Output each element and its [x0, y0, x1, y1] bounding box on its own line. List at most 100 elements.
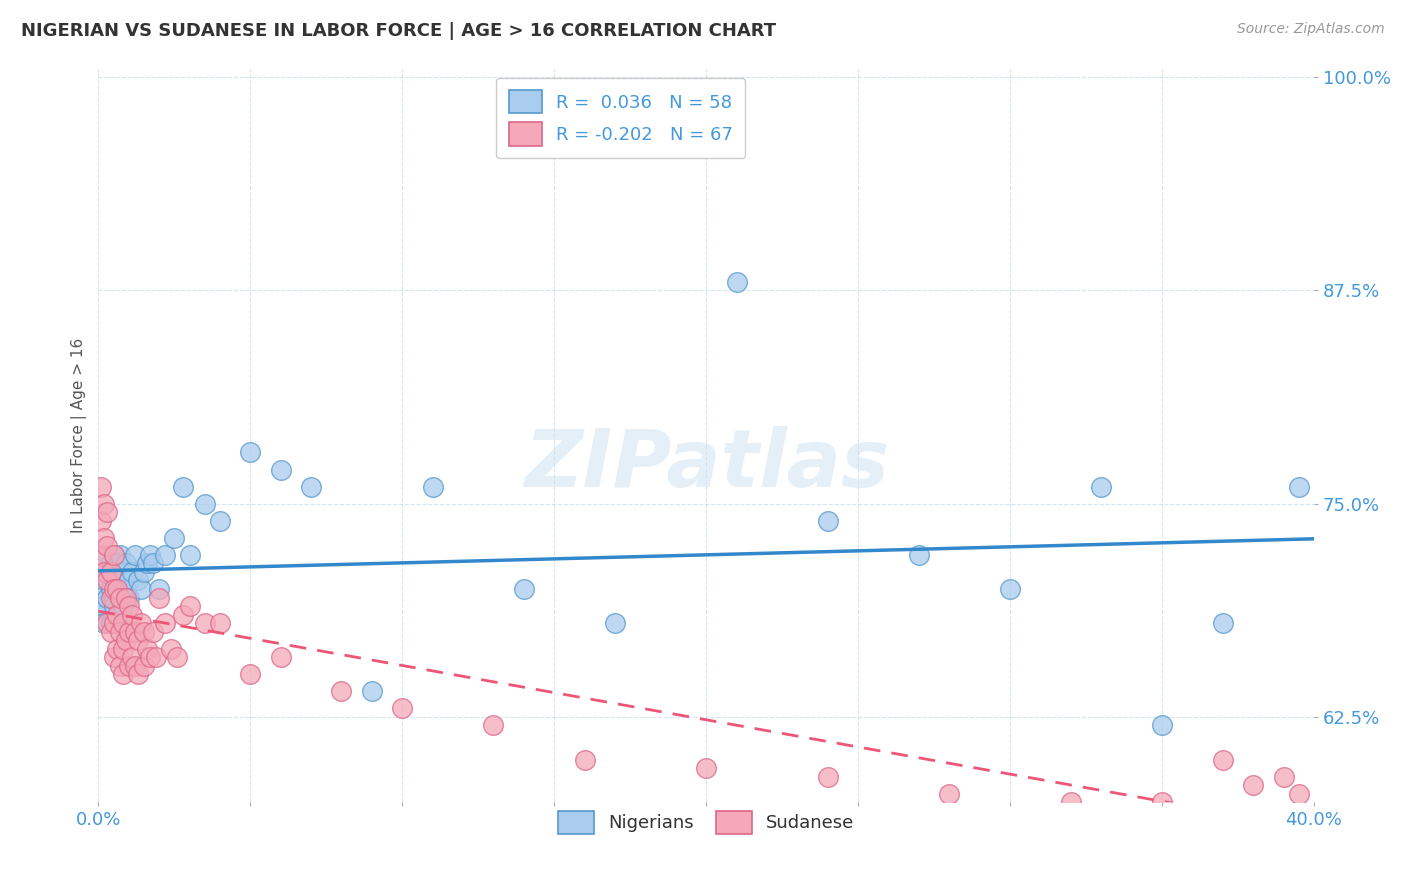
- Point: [96, 565, 118, 579]
- Point: [155, 616, 177, 631]
- Point: [817, 770, 839, 784]
- Point: [129, 616, 152, 631]
- Point: [90, 514, 112, 528]
- Point: [96, 616, 118, 631]
- Point: [93, 565, 115, 579]
- Point: [148, 591, 170, 605]
- Point: [118, 599, 141, 613]
- Point: [299, 480, 322, 494]
- Point: [111, 667, 134, 681]
- Point: [136, 641, 159, 656]
- Point: [574, 753, 596, 767]
- Point: [93, 531, 115, 545]
- Point: [105, 582, 128, 596]
- Point: [100, 616, 122, 631]
- Point: [111, 565, 134, 579]
- Point: [90, 480, 112, 494]
- Point: [172, 480, 194, 494]
- Legend: Nigerians, Sudanese: Nigerians, Sudanese: [547, 800, 865, 845]
- Point: [179, 599, 201, 613]
- Point: [270, 650, 292, 665]
- Point: [239, 667, 262, 681]
- Text: Source: ZipAtlas.com: Source: ZipAtlas.com: [1237, 22, 1385, 37]
- Point: [90, 548, 112, 562]
- Point: [124, 658, 146, 673]
- Point: [127, 667, 149, 681]
- Point: [330, 684, 353, 698]
- Point: [118, 591, 141, 605]
- Point: [1272, 770, 1295, 784]
- Point: [124, 624, 146, 639]
- Point: [121, 565, 143, 579]
- Point: [998, 582, 1021, 596]
- Y-axis label: In Labor Force | Age > 16: In Labor Force | Age > 16: [72, 338, 87, 533]
- Point: [132, 624, 155, 639]
- Point: [1090, 480, 1112, 494]
- Point: [908, 548, 931, 562]
- Point: [1288, 787, 1310, 801]
- Point: [148, 582, 170, 596]
- Point: [108, 591, 131, 605]
- Point: [111, 616, 134, 631]
- Point: [172, 607, 194, 622]
- Point: [194, 616, 217, 631]
- Point: [108, 658, 131, 673]
- Point: [194, 497, 217, 511]
- Point: [103, 650, 125, 665]
- Point: [93, 497, 115, 511]
- Point: [114, 591, 136, 605]
- Point: [96, 548, 118, 562]
- Point: [155, 548, 177, 562]
- Point: [108, 624, 131, 639]
- Point: [163, 531, 186, 545]
- Point: [103, 599, 125, 613]
- Point: [1212, 753, 1234, 767]
- Text: ZIPatlas: ZIPatlas: [523, 425, 889, 504]
- Point: [1150, 718, 1173, 732]
- Point: [129, 582, 152, 596]
- Point: [96, 539, 118, 553]
- Point: [124, 548, 146, 562]
- Point: [103, 548, 125, 562]
- Point: [108, 574, 131, 588]
- Point: [103, 548, 125, 562]
- Point: [105, 641, 128, 656]
- Point: [118, 574, 141, 588]
- Point: [145, 650, 167, 665]
- Point: [118, 658, 141, 673]
- Point: [725, 275, 748, 289]
- Point: [100, 582, 122, 596]
- Point: [270, 462, 292, 476]
- Point: [166, 650, 188, 665]
- Point: [93, 616, 115, 631]
- Point: [105, 557, 128, 571]
- Point: [1288, 480, 1310, 494]
- Point: [96, 505, 118, 519]
- Text: NIGERIAN VS SUDANESE IN LABOR FORCE | AGE > 16 CORRELATION CHART: NIGERIAN VS SUDANESE IN LABOR FORCE | AG…: [21, 22, 776, 40]
- Point: [121, 607, 143, 622]
- Point: [114, 633, 136, 648]
- Point: [105, 607, 128, 622]
- Point: [103, 574, 125, 588]
- Point: [127, 574, 149, 588]
- Point: [179, 548, 201, 562]
- Point: [1241, 778, 1264, 792]
- Point: [100, 557, 122, 571]
- Point: [695, 761, 717, 775]
- Point: [142, 624, 165, 639]
- Point: [132, 565, 155, 579]
- Point: [121, 650, 143, 665]
- Point: [96, 591, 118, 605]
- Point: [132, 658, 155, 673]
- Point: [96, 574, 118, 588]
- Point: [105, 616, 128, 631]
- Point: [108, 548, 131, 562]
- Point: [108, 591, 131, 605]
- Point: [105, 582, 128, 596]
- Point: [360, 684, 382, 698]
- Point: [103, 591, 125, 605]
- Point: [817, 514, 839, 528]
- Point: [160, 641, 183, 656]
- Point: [1212, 616, 1234, 631]
- Point: [422, 480, 444, 494]
